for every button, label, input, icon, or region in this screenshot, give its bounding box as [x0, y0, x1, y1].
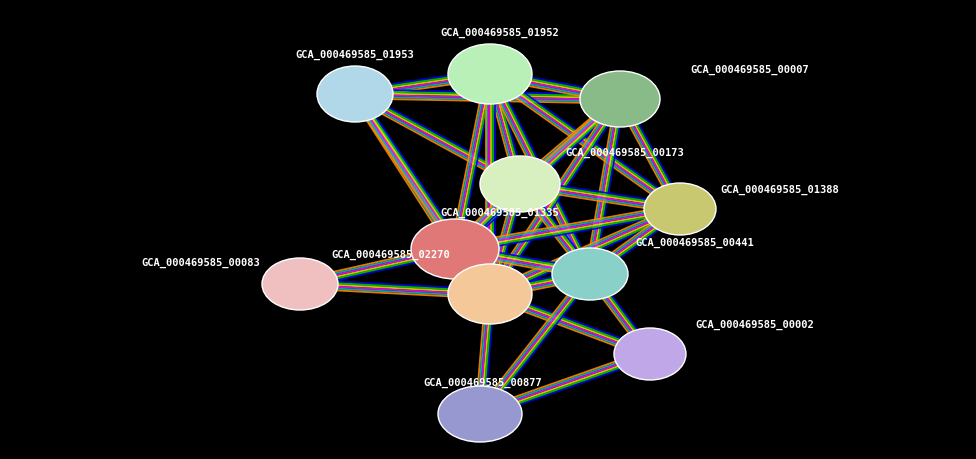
- Ellipse shape: [262, 258, 338, 310]
- Ellipse shape: [644, 184, 716, 235]
- Ellipse shape: [448, 264, 532, 325]
- Text: GCA_000469585_00877: GCA_000469585_00877: [424, 377, 543, 387]
- Ellipse shape: [438, 386, 522, 442]
- Ellipse shape: [448, 45, 532, 105]
- Text: GCA_000469585_00441: GCA_000469585_00441: [635, 237, 753, 247]
- Text: GCA_000469585_01953: GCA_000469585_01953: [296, 50, 415, 60]
- Text: GCA_000469585_00083: GCA_000469585_00083: [142, 257, 260, 268]
- Text: GCA_000469585_01388: GCA_000469585_01388: [720, 185, 838, 195]
- Ellipse shape: [411, 219, 499, 280]
- Text: GCA_000469585_00002: GCA_000469585_00002: [695, 319, 814, 329]
- Text: GCA_000469585_01335: GCA_000469585_01335: [440, 207, 559, 218]
- Text: GCA_000469585_01952: GCA_000469585_01952: [440, 28, 559, 38]
- Ellipse shape: [552, 248, 628, 300]
- Text: GCA_000469585_00173: GCA_000469585_00173: [565, 147, 684, 157]
- Ellipse shape: [317, 67, 393, 123]
- Text: GCA_000469585_00007: GCA_000469585_00007: [690, 65, 809, 75]
- Ellipse shape: [614, 328, 686, 380]
- Ellipse shape: [480, 157, 560, 213]
- Text: GCA_000469585_02270: GCA_000469585_02270: [331, 249, 450, 259]
- Ellipse shape: [580, 72, 660, 128]
